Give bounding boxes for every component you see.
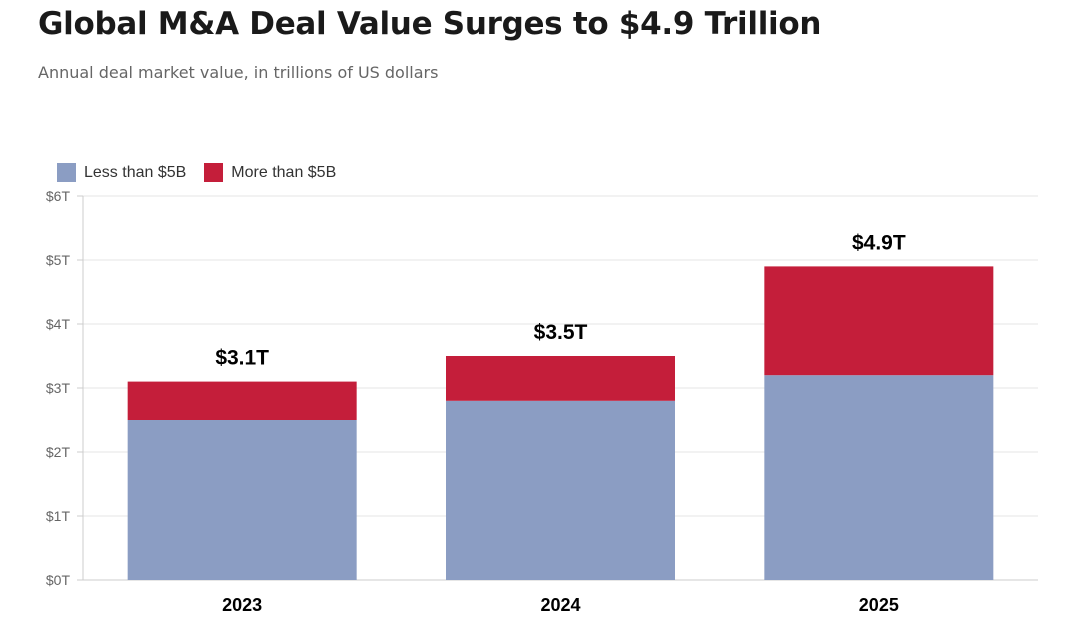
bar-segment-small-deals[interactable] [764, 375, 994, 580]
bar-segment-large-deals[interactable] [127, 381, 357, 420]
legend-swatch-large-deals [204, 163, 224, 182]
x-category-label: 2025 [859, 595, 899, 615]
bar-segment-large-deals[interactable] [446, 356, 675, 401]
bar-total-label: $3.5T [534, 321, 588, 344]
y-tick-label: $4T [46, 316, 71, 332]
y-tick-label: $6T [46, 188, 71, 204]
chart-title: Global M&A Deal Value Surges to $4.9 Tri… [38, 6, 822, 42]
bar-segment-small-deals[interactable] [446, 400, 675, 580]
y-tick-label: $1T [46, 508, 71, 524]
legend-item-small-deals[interactable]: Less than $5B [57, 163, 186, 182]
legend-swatch-small-deals [57, 163, 76, 182]
bar-total-label: $3.1T [215, 347, 269, 370]
y-tick-label: $3T [46, 380, 71, 396]
y-tick-label: $2T [46, 444, 71, 460]
y-tick-label: $0T [46, 572, 71, 588]
bar-segment-small-deals[interactable] [127, 420, 357, 580]
x-category-label: 2024 [540, 595, 580, 615]
chart-legend: Less than $5B More than $5B [57, 163, 354, 182]
bar-total-label: $4.9T [852, 231, 906, 254]
chart-subtitle: Annual deal market value, in trillions o… [38, 63, 439, 82]
x-category-label: 2023 [222, 595, 262, 615]
legend-item-large-deals[interactable]: More than $5B [204, 163, 336, 182]
legend-label-small-deals: Less than $5B [84, 163, 187, 181]
legend-label-large-deals: More than $5B [231, 163, 337, 181]
bar-segment-large-deals[interactable] [764, 266, 994, 376]
y-tick-label: $5T [46, 252, 71, 268]
